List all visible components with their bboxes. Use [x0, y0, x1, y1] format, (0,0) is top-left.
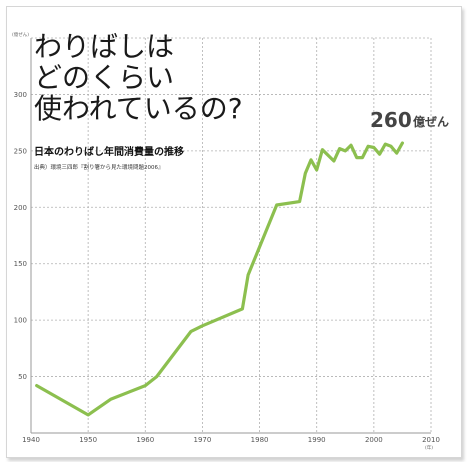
x-tick-label: 2000 [365, 436, 383, 444]
annotation-value: 260 [370, 108, 412, 132]
x-tick-label: 1960 [136, 436, 154, 444]
annotation: 260 億ぜん [370, 108, 449, 132]
x-tick-label: 1940 [22, 436, 40, 444]
x-tick-label: 1980 [251, 436, 269, 444]
x-tick-label: 1990 [308, 436, 326, 444]
y-tick-label: 150 [14, 260, 27, 268]
x-unit-label: (年) [425, 444, 433, 451]
title-line-3: 使われているの? [34, 92, 243, 125]
source-note: 出典）環境三四郎『割り箸から見た環境問題2006』 [34, 163, 164, 171]
y-tick-label: 250 [14, 147, 27, 155]
title-block: わりばしは どのくらい 使われているの? 日本のわりばし年間消費量の推移 出典）… [34, 30, 243, 171]
subtitle: 日本のわりばし年間消費量の推移 [34, 145, 184, 158]
x-tick-label: 1950 [79, 436, 97, 444]
y-tick-label: 100 [14, 317, 27, 325]
chart-frame [6, 6, 462, 458]
axes [30, 38, 431, 434]
series-line [35, 141, 404, 417]
title-line-2: どのくらい [34, 61, 174, 94]
title-line-1: わりばしは [34, 30, 174, 63]
y-tick-label: 50 [18, 373, 27, 381]
tick-labels: 1940 1950 1960 1970 1980 1990 2000 2010 50 100 150… [14, 91, 440, 444]
y-tick-label: 300 [14, 91, 27, 99]
annotation-unit: 億ぜん [413, 114, 449, 129]
y-unit-label: (億ぜん) [12, 31, 29, 38]
x-tick-label: 2010 [422, 436, 440, 444]
y-tick-label: 200 [14, 204, 27, 212]
grid [31, 37, 432, 433]
x-tick-label: 1970 [194, 436, 212, 444]
